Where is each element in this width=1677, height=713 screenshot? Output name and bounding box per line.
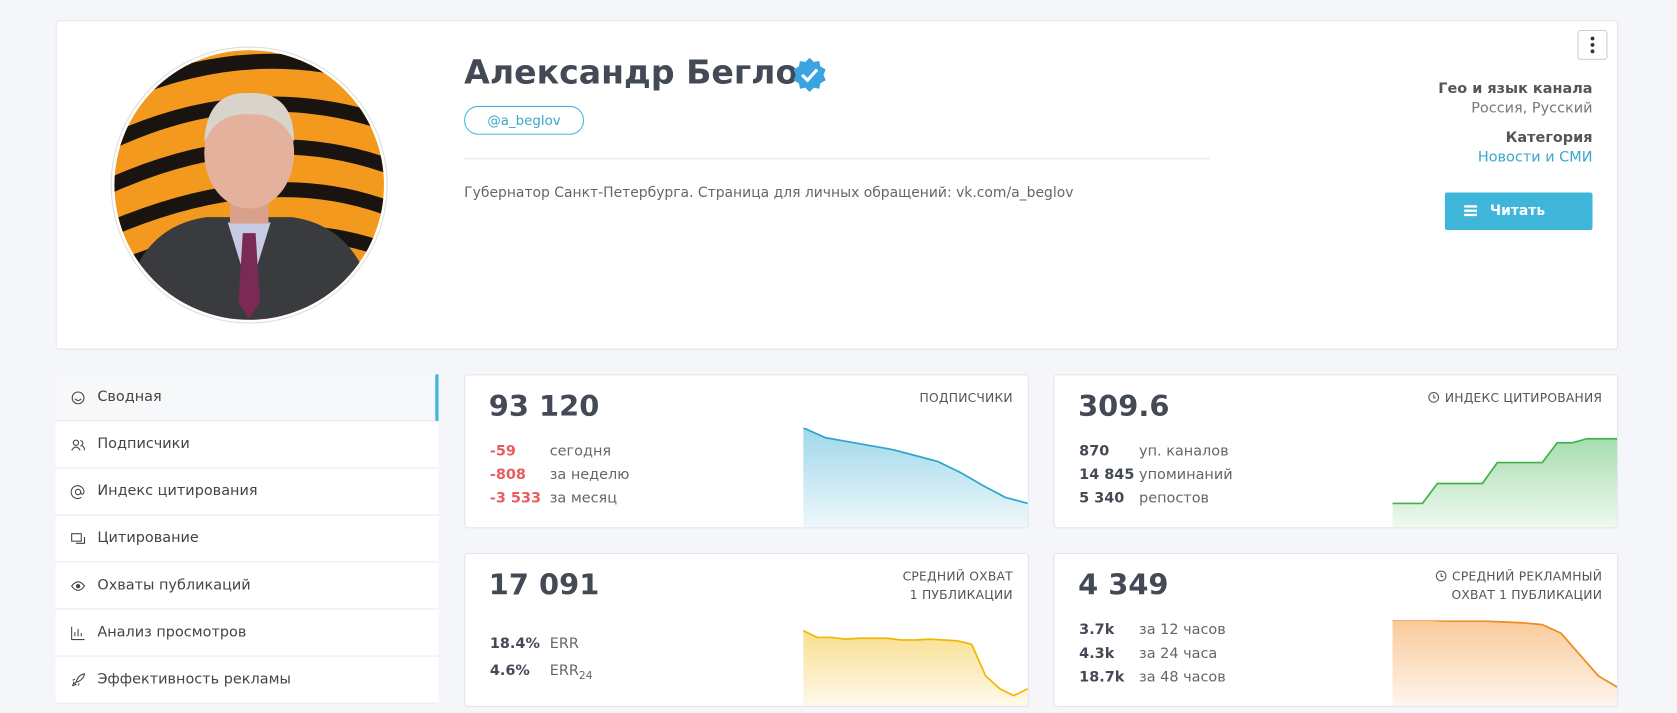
stat-row-label: за 48 часов [1139, 668, 1226, 686]
stat-row-value: 5 340 [1079, 489, 1125, 507]
sidebar-item[interactable]: Охваты публикаций [55, 562, 439, 610]
read-button[interactable]: Читать канал [1444, 192, 1593, 257]
sidebar-icon [71, 533, 86, 544]
stat-label-line: СРЕДНИЙ ОХВАТ [902, 568, 1013, 584]
avatar [110, 46, 388, 324]
info-icon [1435, 570, 1447, 582]
category-value[interactable]: Новости и СМИ [1477, 148, 1593, 166]
sidebar-icon [71, 673, 86, 687]
sidebar-item[interactable]: Цитирование [55, 515, 439, 563]
sidebar-label: Эффективность рекламы [97, 670, 291, 688]
read-icon [1464, 205, 1478, 217]
divider [464, 158, 1210, 160]
stat-row-label: уп. каналов [1139, 442, 1229, 460]
sparkline-area [803, 630, 1028, 706]
sparkline-area [803, 427, 1028, 528]
stat-card: 309.6 ИНДЕКС ЦИТИРОВАНИЯ 870 уп. каналов 14 … [1053, 374, 1619, 529]
stat-card: 93 120 ПОДПИСЧИКИ -59 сегодня -808 за неделю -… [464, 374, 1029, 529]
stat-label-line: ПОДПИСЧИКИ [919, 390, 1013, 406]
sparkline [1392, 620, 1618, 706]
sidebar-label: Подписчики [97, 435, 190, 453]
menu-icon [1590, 36, 1595, 54]
sidebar-icon [71, 439, 86, 451]
stat-label-line: 1 ПУБЛИКАЦИИ [909, 587, 1013, 603]
sparkline [803, 629, 1028, 706]
stat-row-label: за месяц [549, 489, 618, 507]
stat-row-label: упоминаний [1139, 466, 1233, 484]
sparkline-line [1392, 620, 1618, 688]
stat-row-value: 18.4% [489, 635, 540, 653]
sparkline [803, 427, 1028, 528]
menu-button[interactable] [1577, 29, 1608, 60]
stat-row-value: 3.7k [1079, 621, 1115, 639]
stat-row-label: сегодня [549, 442, 612, 460]
sparkline-area [1392, 438, 1618, 528]
sidebar-item[interactable]: Сводная [55, 374, 439, 422]
sidebar-label: Охваты публикаций [97, 576, 251, 594]
stat-label: ПОДПИСЧИКИ [920, 389, 1013, 407]
sidebar-icon [70, 581, 86, 591]
sidebar-label: Цитирование [97, 529, 199, 547]
stat-label-line: ОХВАТ 1 ПУБЛИКАЦИИ [1451, 587, 1603, 603]
info-block: Гео и язык канала Россия, Русский Катего… [1438, 79, 1592, 167]
sidebar-icon [71, 626, 85, 641]
verified-badge [793, 57, 826, 92]
channel-name: Александр Беглов [464, 53, 820, 92]
stat-row-value: -808 [489, 466, 526, 484]
sparkline-area [1392, 620, 1618, 706]
stat-row-value: 18.7k [1079, 668, 1125, 686]
stat-row-label: репостов [1139, 489, 1210, 507]
sidebar-label: Индекс цитирования [97, 482, 258, 500]
sidebar-icon [70, 485, 85, 500]
sidebar-label: Сводная [97, 388, 162, 406]
header-card: Александр Беглов @a_beglov Губернатор Са… [55, 20, 1619, 350]
sidebar-item[interactable]: Подписчики [55, 421, 439, 469]
stat-value: 17 091 [488, 568, 600, 603]
stat-row-label: за неделю [549, 466, 630, 484]
stat-card: 17 091 СРЕДНИЙ ОХВАТ 1 ПУБЛИКАЦИИ 18.4% ERR 4… [464, 552, 1029, 707]
stat-row-label: ERR [549, 635, 579, 653]
handle-pill[interactable]: @a_beglov [464, 105, 584, 135]
read-button-text: Читать канал [1489, 203, 1546, 257]
sidebar-item[interactable]: Эффективность рекламы [55, 656, 439, 704]
stat-label-line: ИНДЕКС ЦИТИРОВАНИЯ [1428, 389, 1602, 407]
stat-row-value: 4.6% [489, 662, 530, 680]
sidebar-label: Анализ просмотров [97, 623, 247, 641]
sparkline-line [1392, 437, 1618, 505]
stat-row-value: -3 533 [489, 489, 542, 507]
sidebar-icon [71, 391, 85, 405]
sidebar-item[interactable]: Анализ просмотров [55, 609, 439, 657]
geo-label: Гео и язык канала [1438, 80, 1593, 98]
geo-value: Россия, Русский [1471, 99, 1593, 117]
category-label: Категория [1505, 129, 1593, 147]
stat-row-value: 870 [1079, 442, 1110, 460]
stat-label: ИНДЕКС ЦИТИРОВАНИЯ [1428, 389, 1602, 407]
sparkline [1392, 437, 1618, 528]
stat-row-value: 14 845 [1079, 466, 1135, 484]
stat-value: 93 120 [488, 390, 600, 424]
stat-row-value: -59 [489, 442, 516, 460]
info-icon [1428, 391, 1439, 403]
sparkline-line [803, 629, 1028, 697]
stat-row-label: за 12 часов [1139, 621, 1226, 639]
stat-row-value: 4.3k [1079, 644, 1115, 663]
sparkline-line [803, 427, 1028, 505]
stat-row-sub: 24 [578, 670, 593, 683]
stat-label: СРЕДНИЙ РЕКЛАМНЫЙ ОХВАТ 1 ПУБЛИКАЦИИ [1435, 568, 1602, 604]
stat-label: СРЕДНИЙ ОХВАТ 1 ПУБЛИКАЦИИ [903, 568, 1013, 604]
stat-card: 4 349 СРЕДНИЙ РЕКЛАМНЫЙ ОХВАТ 1 ПУБЛИКАЦИИ… [1053, 552, 1619, 707]
sidebar-item[interactable]: Индекс цитирования [55, 468, 439, 516]
stat-label-line: СРЕДНИЙ РЕКЛАМНЫЙ [1435, 568, 1602, 586]
stat-row-label: ERR24 [549, 662, 593, 683]
stat-value: 4 349 [1078, 568, 1169, 603]
stat-value: 309.6 [1078, 390, 1170, 424]
description: Губернатор Санкт-Петербурга. Страница дл… [464, 185, 1074, 202]
stat-row-label: за 24 часа [1139, 644, 1218, 663]
